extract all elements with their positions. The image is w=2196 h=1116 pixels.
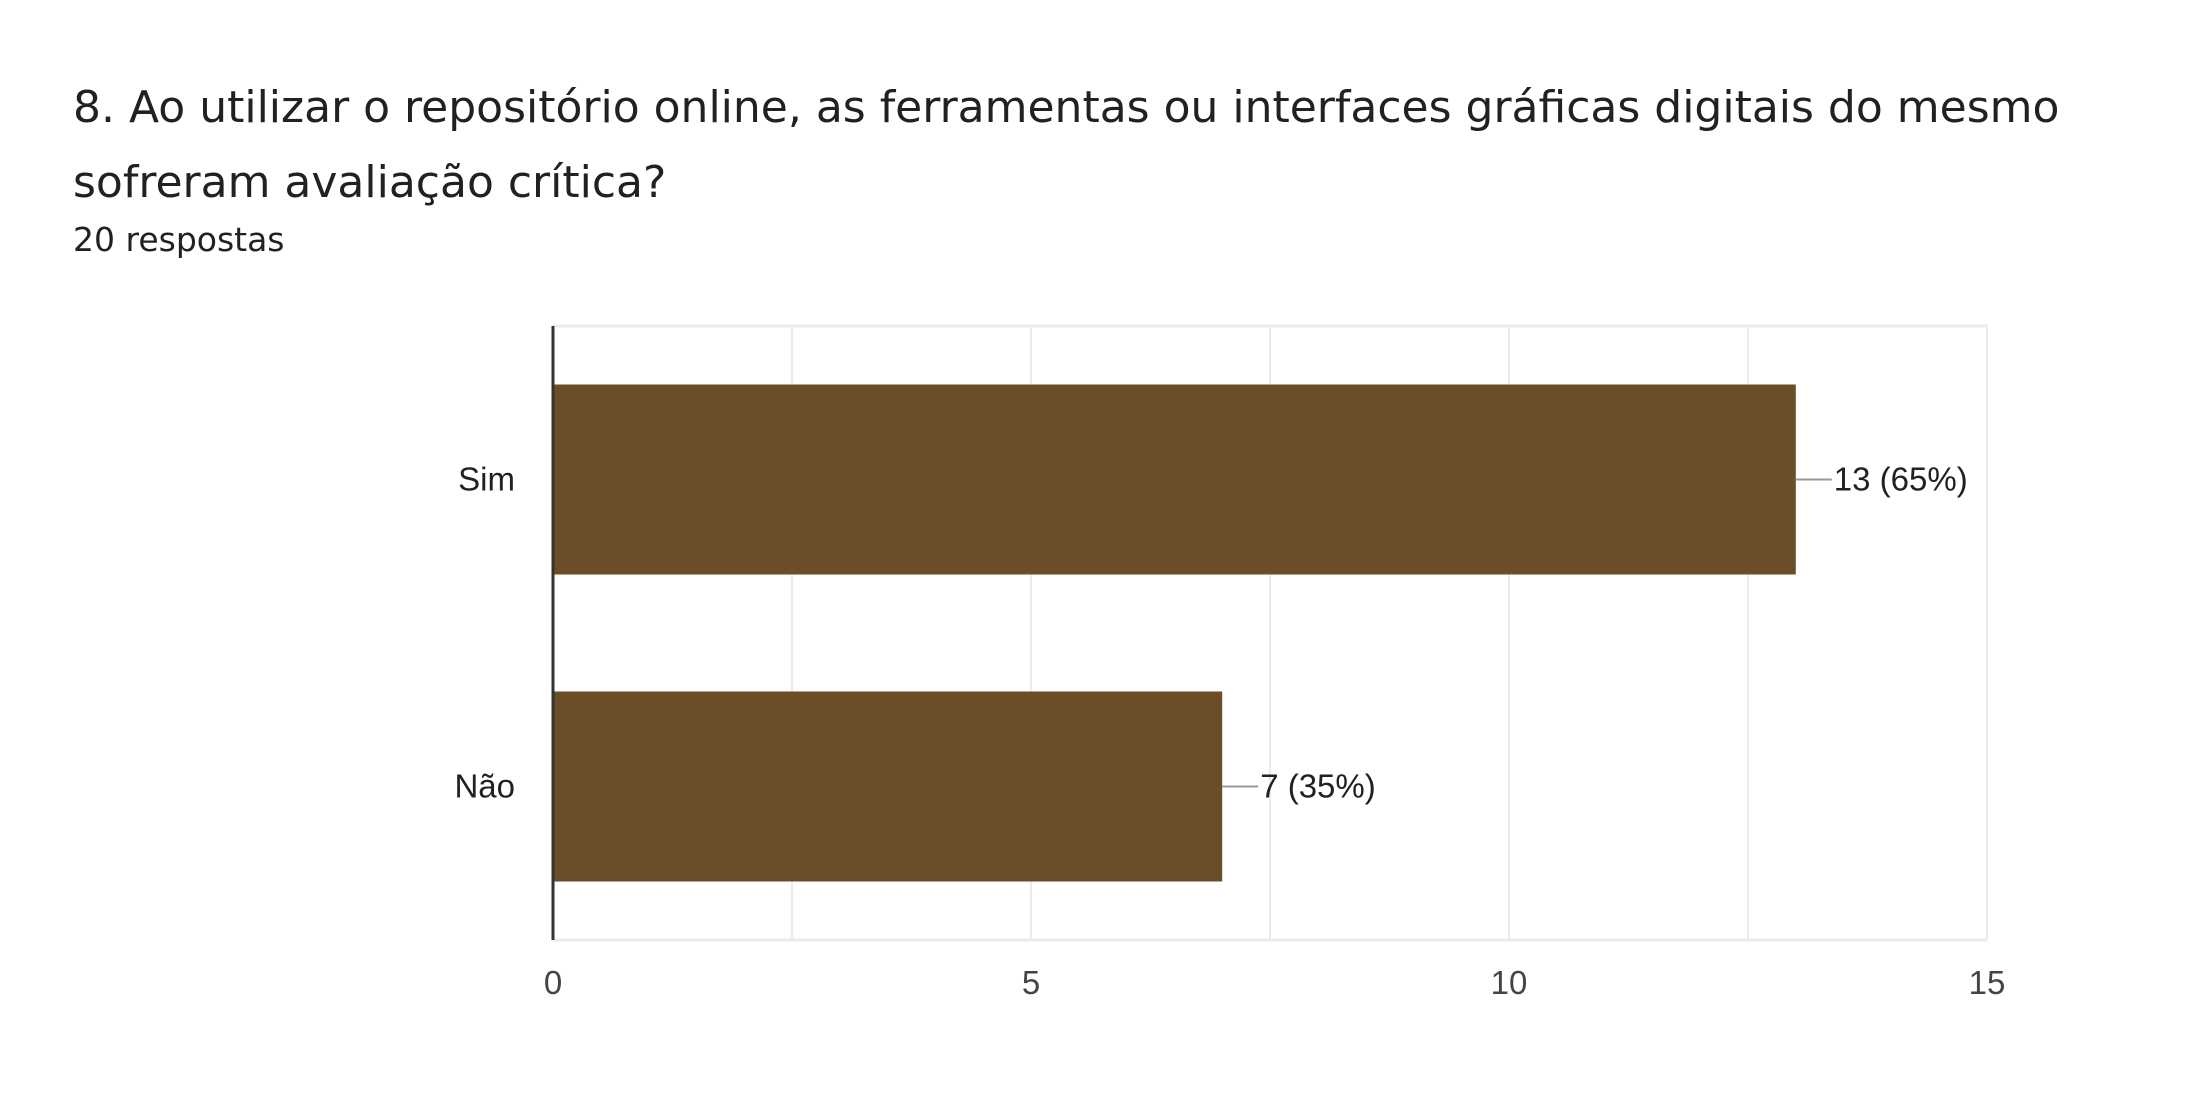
category-label: Sim bbox=[458, 461, 515, 498]
x-tick-label: 10 bbox=[1491, 964, 1528, 1001]
x-tick-label: 0 bbox=[544, 964, 562, 1001]
category-label: Não bbox=[454, 768, 515, 805]
chart-axes: 0 5 10 15 bbox=[544, 326, 2006, 1001]
x-tick-label: 5 bbox=[1022, 964, 1040, 1001]
response-count: 20 respostas bbox=[73, 220, 285, 259]
chart-bars bbox=[553, 384, 1796, 882]
data-label: 13 (65%) bbox=[1834, 461, 1968, 498]
bar-sim bbox=[553, 384, 1796, 575]
question-title: 8. Ao utilizar o repositório online, as … bbox=[73, 82, 2060, 208]
x-tick-label: 15 bbox=[1969, 964, 2006, 1001]
bar-nao bbox=[553, 691, 1223, 882]
data-label: 7 (35%) bbox=[1260, 768, 1376, 805]
chart-labels: Sim 13 (65%) Não 7 (35%) bbox=[454, 461, 1967, 805]
